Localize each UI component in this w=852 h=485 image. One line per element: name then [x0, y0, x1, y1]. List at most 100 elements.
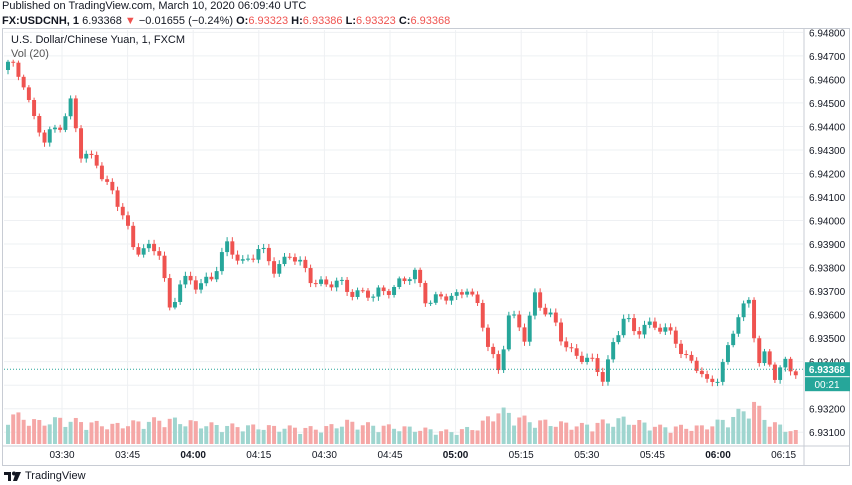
volume-bar: [298, 433, 303, 444]
candle-body: [428, 302, 433, 304]
volume-bar: [783, 431, 788, 444]
volume-bar: [715, 419, 720, 444]
y-tick-label: 6.94100: [809, 193, 846, 204]
volume-bar: [559, 421, 563, 444]
candle-body: [767, 351, 772, 365]
volume-bar: [16, 412, 21, 444]
volume-bar: [152, 417, 157, 444]
y-tick-label: 6.94000: [809, 217, 846, 228]
candle-body: [668, 327, 673, 331]
volume-bar: [496, 413, 501, 444]
volume-bar: [21, 419, 26, 444]
volume-bar: [334, 428, 339, 444]
volume-bar: [423, 427, 428, 444]
y-tick-label: 6.94600: [809, 75, 846, 86]
volume-bar: [569, 429, 574, 444]
volume-bar: [355, 429, 360, 444]
volume-bar: [527, 422, 532, 444]
candle-body: [37, 115, 42, 133]
volume-bar: [386, 424, 391, 444]
volume-bar: [480, 420, 485, 444]
candle-body: [298, 259, 303, 262]
current-price-tag: [805, 362, 850, 377]
candle-body: [94, 154, 99, 166]
volume-bar: [246, 425, 250, 444]
volume-bar: [579, 422, 584, 444]
candle-body: [407, 279, 412, 282]
volume-bar: [538, 420, 543, 444]
volume-bar: [68, 421, 73, 444]
candle-body: [146, 243, 151, 249]
candle-body: [84, 153, 89, 159]
candle-body: [79, 128, 84, 159]
candle-body: [105, 179, 110, 182]
candle-body: [188, 275, 193, 281]
candle-body: [647, 321, 652, 325]
volume-bar: [778, 424, 783, 444]
candle-body: [126, 215, 130, 226]
candle-body: [324, 279, 329, 285]
volume-bar: [652, 426, 657, 444]
candle-body: [772, 364, 777, 380]
volume-bar: [553, 426, 558, 444]
candle-body: [652, 321, 657, 328]
volume-bar: [788, 431, 793, 444]
candle-body: [392, 286, 397, 295]
candle-body: [162, 255, 167, 279]
candle-body: [334, 280, 339, 288]
volume-bar: [319, 432, 324, 444]
volume-bar: [120, 428, 125, 444]
x-tick-label: 03:30: [49, 450, 74, 461]
candle-body: [616, 335, 621, 343]
volume-bar: [741, 411, 746, 444]
volume-bar: [172, 417, 177, 444]
candle-body: [308, 268, 313, 284]
volume-bar: [146, 421, 151, 444]
candle-body: [292, 257, 297, 262]
candle-body: [261, 247, 266, 250]
candle-body: [543, 307, 548, 315]
price-change: −0.01655 (−0.24%): [138, 15, 234, 27]
volume-bar: [365, 422, 370, 444]
candle-body: [11, 61, 16, 63]
y-tick-label: 6.94700: [809, 52, 846, 63]
volume-bar: [433, 434, 438, 444]
candle-body: [219, 252, 224, 272]
candle-body: [360, 290, 365, 292]
volume-bar: [308, 426, 313, 444]
candle-body: [172, 302, 177, 308]
volume-bar: [517, 417, 522, 444]
candle-body: [21, 76, 26, 88]
candle-body: [157, 251, 162, 256]
candle-body: [459, 292, 464, 295]
candle-body: [444, 296, 449, 301]
volume-bar: [42, 425, 47, 444]
candle-body: [256, 249, 261, 260]
candle-body: [454, 292, 459, 296]
candle-body: [532, 292, 537, 316]
volume-bar: [668, 432, 673, 444]
candle-body: [626, 318, 631, 320]
tradingview-logo[interactable]: TradingView: [4, 470, 86, 482]
volume-bar: [611, 426, 616, 444]
candle-body: [423, 282, 428, 304]
volume-bar: [303, 427, 308, 444]
volume-bar: [600, 419, 605, 444]
chart-frame: [2, 28, 850, 466]
candle-body: [214, 271, 219, 280]
volume-bar: [637, 420, 642, 444]
volume-bar: [52, 417, 57, 444]
candle-body: [115, 190, 120, 207]
candle-body: [235, 254, 240, 261]
volume-bar: [684, 428, 689, 444]
candle-body: [501, 349, 506, 371]
x-tick-label: 05:30: [574, 450, 599, 461]
volume-bar: [11, 414, 16, 444]
candle-body: [538, 292, 543, 308]
volume-bar: [230, 423, 235, 444]
candle-body: [663, 327, 668, 332]
candle-body: [110, 181, 115, 191]
candle-body: [63, 116, 68, 130]
candle-body: [559, 322, 563, 342]
